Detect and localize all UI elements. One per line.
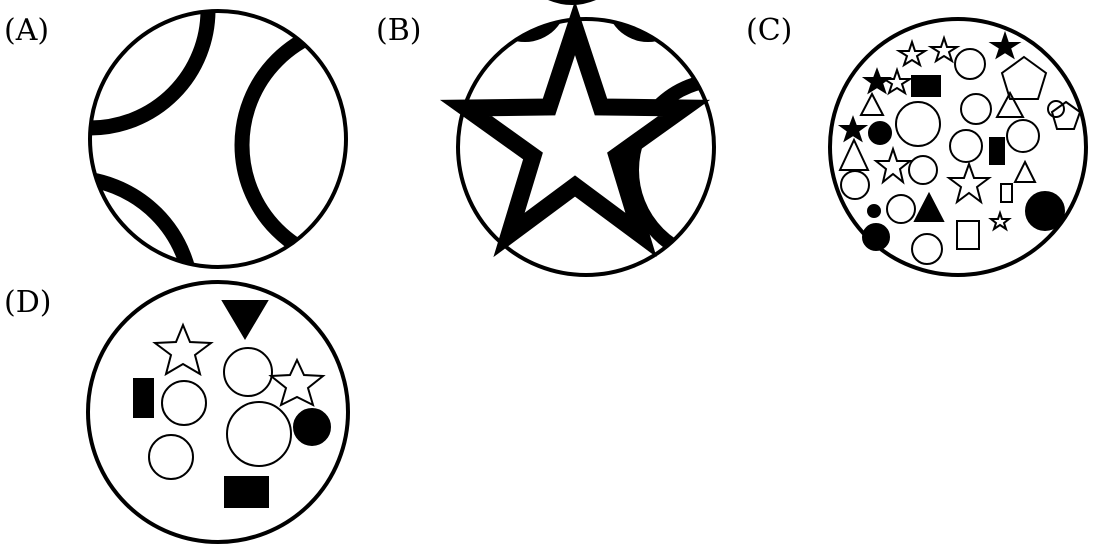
option-b-label: (B) [376,13,421,48]
option-a[interactable]: (A) [0,0,482,422]
circle-shape [867,204,881,218]
rect-shape [956,220,980,250]
star-icon [988,30,1022,60]
pentagon-shape [1000,55,1048,100]
star-icon [880,66,914,96]
circle-shape [1047,100,1065,118]
star-icon [895,38,929,68]
option-a-circle [88,9,348,269]
rect-shape [1000,183,1013,203]
option-d-shapes [133,300,331,508]
arc-right [234,17,346,267]
circle-shape [293,408,331,446]
top-edge-arc [548,0,596,5]
option-b-circle [456,17,716,277]
circle-shape [908,155,938,185]
circle-shape [1006,119,1040,153]
triangle-shape [995,90,1025,118]
star-icon [268,357,326,407]
triangle-shape [859,91,885,116]
circle-shape [148,434,194,480]
circle-shape [840,170,870,200]
star-icon [439,0,711,258]
triangle-shape [838,137,870,171]
star-icon [873,145,913,185]
option-c-shapes [837,30,1082,265]
option-d-circle [86,280,350,544]
star-icon [927,34,961,64]
star-icon [988,209,1012,232]
option-a-arcs [90,11,346,267]
circle-shape [886,194,916,224]
circle-shape [223,347,273,397]
circle-shape [954,48,986,80]
rect-shape [911,75,941,97]
rect-shape [133,378,154,418]
pentagon-shape [1050,100,1082,130]
triangle-shape [221,300,269,340]
circle-shape [949,129,983,163]
option-c[interactable]: (C) [746,13,1088,277]
option-c-label: (C) [746,13,792,48]
circle-shape [862,223,890,251]
triangle-shape [1013,159,1037,183]
option-d-label: (D) [4,285,51,320]
star-icon [837,115,869,143]
rect-shape [224,476,269,508]
option-a-label: (A) [4,13,49,48]
circle-shape [1025,191,1065,231]
circle-shape [161,380,207,426]
circle-shape [960,93,992,125]
circle-shape [226,401,292,467]
option-c-circle [828,17,1088,277]
circle-shape [868,121,892,145]
circle-shape [895,101,941,147]
arc-right [625,73,714,267]
star-icon [946,161,992,205]
triangle-shape [913,191,945,222]
option-d[interactable]: (D) [4,280,350,544]
rect-shape [989,137,1005,165]
circle-shape [911,233,943,265]
star-icon [152,322,214,377]
